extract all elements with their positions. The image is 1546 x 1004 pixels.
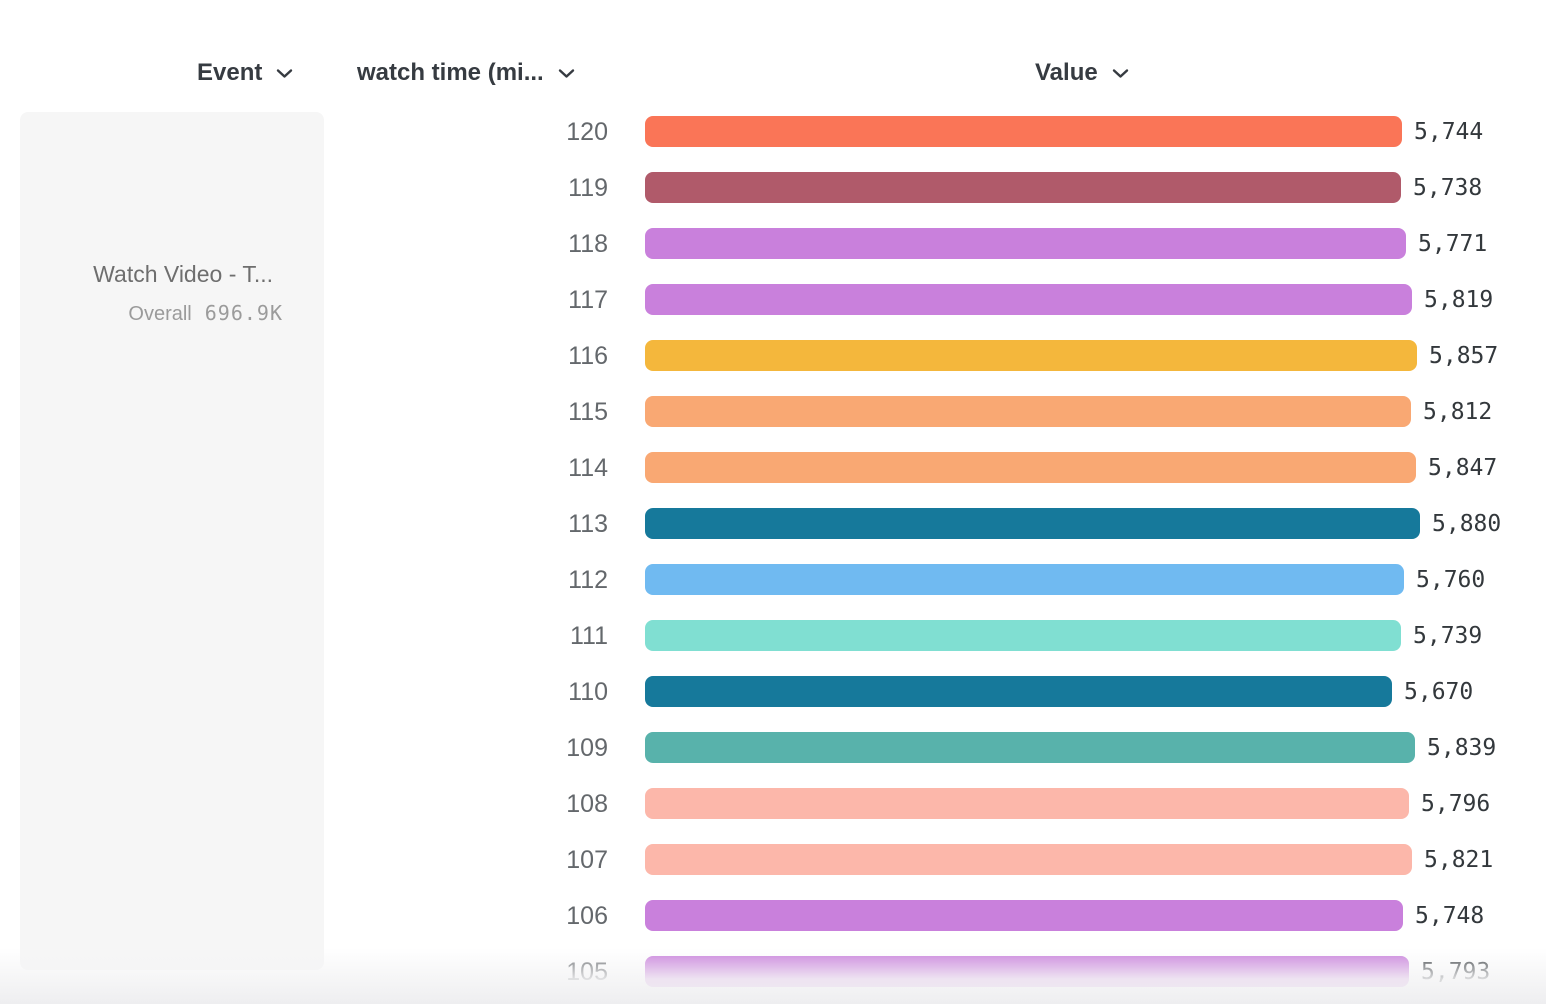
event-column-label: Event — [197, 59, 263, 86]
bar[interactable] — [645, 396, 1411, 427]
bar[interactable] — [645, 284, 1412, 315]
bar-row-label: 111 — [569, 622, 608, 650]
event-column-header[interactable]: Event — [197, 58, 293, 88]
bar[interactable] — [645, 900, 1403, 931]
breakdown-column-header[interactable]: watch time (mi... — [357, 58, 575, 88]
overall-label: Overall — [128, 303, 192, 325]
bar-value: 5,748 — [1415, 903, 1485, 929]
chevron-down-icon — [558, 68, 575, 79]
bar-row: 113 5,880 — [0, 496, 1546, 552]
bar-row: 117 5,819 — [0, 272, 1546, 328]
bar-row-label: 120 — [566, 118, 608, 146]
bar-value: 5,771 — [1418, 231, 1488, 257]
bar-row-label: 119 — [568, 174, 608, 202]
bar-value: 5,857 — [1429, 343, 1499, 369]
bar[interactable] — [645, 620, 1401, 651]
chevron-down-icon — [276, 68, 293, 79]
bar-value: 5,796 — [1421, 791, 1491, 817]
chevron-down-icon — [1112, 68, 1129, 79]
value-column-header[interactable]: Value — [1035, 58, 1129, 88]
bar-row-label: 108 — [566, 790, 608, 818]
bar-row: 107 5,821 — [0, 832, 1546, 888]
bar-value: 5,812 — [1423, 399, 1493, 425]
bar[interactable] — [645, 340, 1417, 371]
bar-row: 105 5,793 — [0, 944, 1546, 1000]
bar-row-label: 110 — [568, 678, 608, 706]
bar[interactable] — [645, 732, 1415, 763]
bar-row: 108 5,796 — [0, 776, 1546, 832]
bar-row: 106 5,748 — [0, 888, 1546, 944]
bar-value: 5,744 — [1414, 119, 1484, 145]
bar-row: 118 5,771 — [0, 216, 1546, 272]
bar-row: 114 5,847 — [0, 440, 1546, 496]
bar-row-label: 105 — [566, 958, 608, 986]
value-column-label: Value — [1035, 59, 1098, 86]
bar[interactable] — [645, 788, 1409, 819]
bar-row-label: 118 — [568, 230, 608, 258]
bar-row: 115 5,812 — [0, 384, 1546, 440]
bar-row-label: 117 — [568, 286, 608, 314]
bar-row-label: 109 — [566, 734, 608, 762]
bar[interactable] — [645, 116, 1402, 147]
bar-row-label: 112 — [568, 566, 608, 594]
overall-value: 696.9K — [204, 301, 283, 325]
bar-row: 116 5,857 — [0, 328, 1546, 384]
bar-value: 5,839 — [1427, 735, 1497, 761]
overall-row: Overall 696.9K — [128, 301, 283, 326]
bar-value: 5,793 — [1421, 959, 1491, 985]
bar-value: 5,821 — [1424, 847, 1494, 873]
event-name: Watch Video - T... — [93, 261, 273, 287]
bar-row: 119 5,738 — [0, 160, 1546, 216]
bar-row: 111 5,739 — [0, 608, 1546, 664]
bar-value: 5,739 — [1413, 623, 1483, 649]
bar[interactable] — [645, 452, 1416, 483]
bar[interactable] — [645, 676, 1392, 707]
bar-value: 5,880 — [1432, 511, 1502, 537]
bar-row-label: 113 — [568, 510, 608, 538]
bar-value: 5,738 — [1413, 175, 1483, 201]
breakdown-column-label: watch time (mi... — [357, 59, 544, 86]
bar-row-label: 106 — [566, 902, 608, 930]
bar-value: 5,760 — [1416, 567, 1486, 593]
bar[interactable] — [645, 508, 1420, 539]
bar-row-label: 116 — [568, 342, 608, 370]
event-legend-card[interactable]: Watch Video - T... Overall 696.9K — [20, 112, 324, 970]
bar-row: 112 5,760 — [0, 552, 1546, 608]
bar[interactable] — [645, 564, 1404, 595]
bar-row-label: 114 — [568, 454, 608, 482]
bar-value: 5,847 — [1428, 455, 1498, 481]
bar[interactable] — [645, 844, 1412, 875]
bar-row: 110 5,670 — [0, 664, 1546, 720]
bar[interactable] — [645, 956, 1409, 987]
bar[interactable] — [645, 228, 1406, 259]
bar-value: 5,819 — [1424, 287, 1494, 313]
bar-row-label: 115 — [568, 398, 608, 426]
bar-row: 120 5,744 — [0, 104, 1546, 160]
bar-row-label: 107 — [566, 846, 608, 874]
bar-value: 5,670 — [1404, 679, 1474, 705]
bar-row: 109 5,839 — [0, 720, 1546, 776]
bar[interactable] — [645, 172, 1401, 203]
